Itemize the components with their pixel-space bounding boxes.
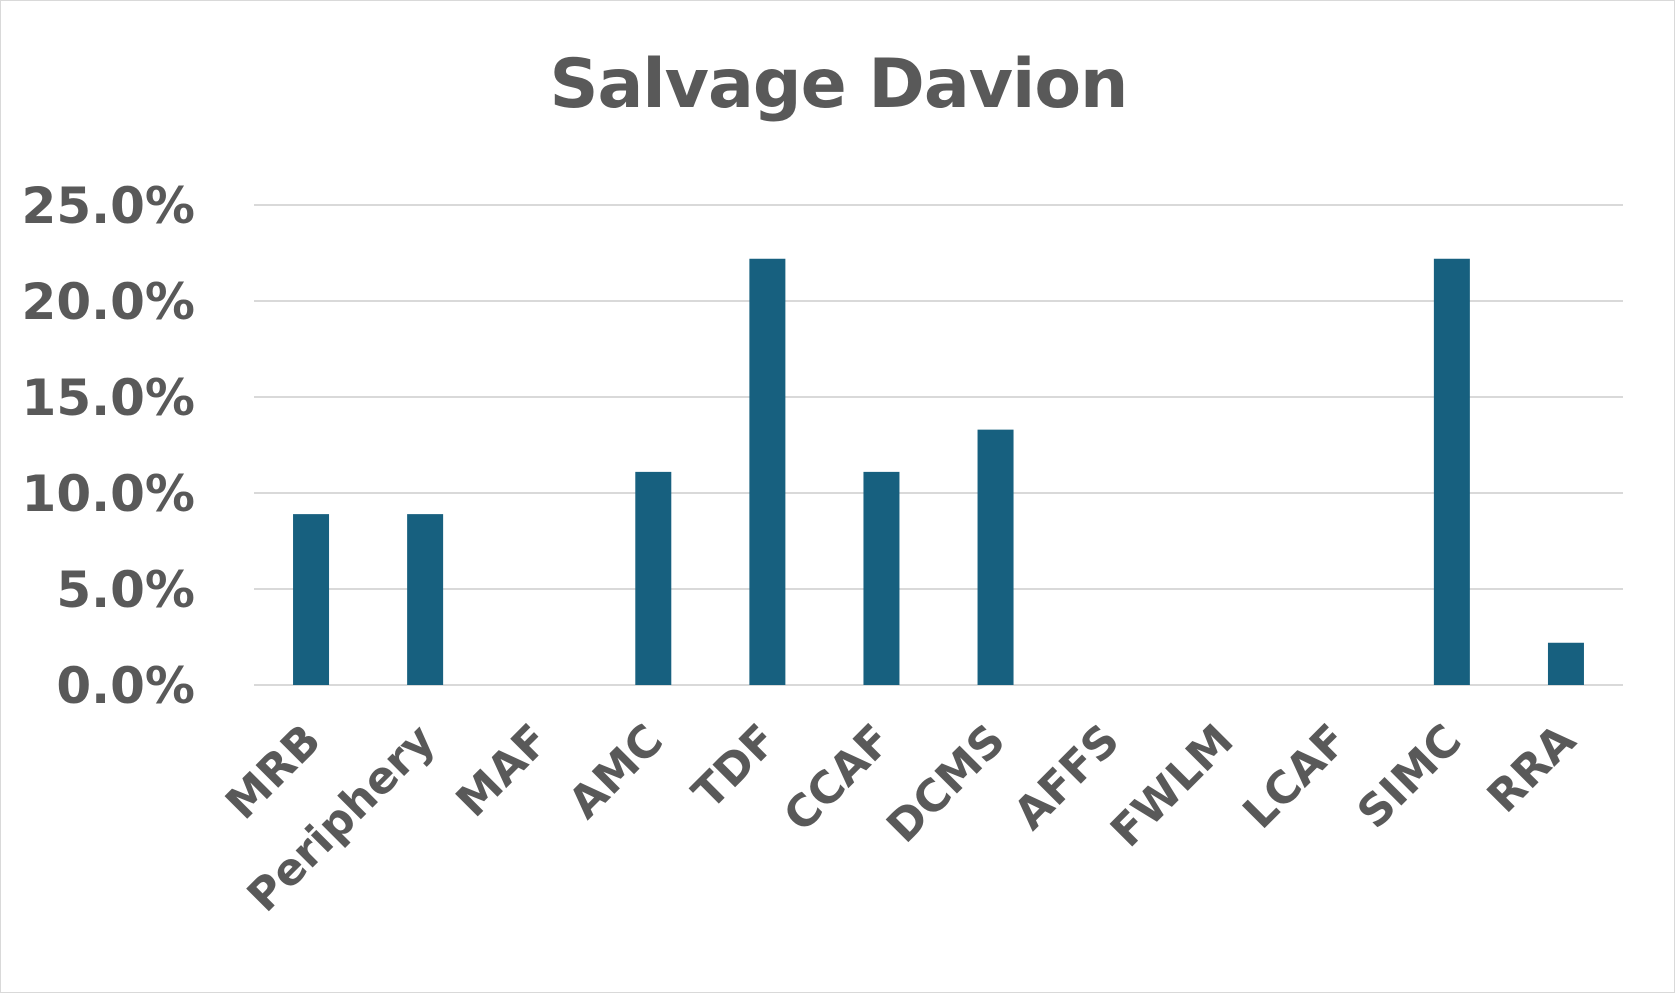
bar-tdf [749,258,786,685]
y-tick-label: 20.0% [22,273,195,331]
chart-title: Salvage Davion [549,45,1129,124]
y-axis-ticks: 0.0% 5.0% 10.0% 15.0% 20.0% 25.0% [22,177,195,715]
y-tick-label: 0.0% [56,657,195,715]
x-tick-label-rra: RRA [1478,715,1586,823]
y-tick-label: 5.0% [56,561,195,619]
bar-amc [635,471,672,685]
bar-rra [1547,642,1584,685]
y-tick-label: 15.0% [22,369,195,427]
gridlines [254,204,1623,686]
x-tick-label-amc: AMC [559,715,673,829]
bar-periphery [407,514,444,685]
x-tick-label-fwlm: FWLM [1101,715,1243,857]
x-tick-label-dcms: DCMS [877,715,1015,853]
bars [293,258,1584,685]
y-tick-label: 10.0% [22,465,195,523]
bar-simc [1433,258,1470,685]
bar-dcms [977,429,1014,685]
x-tick-label-maf: MAF [447,715,559,827]
x-tick-label-simc: SIMC [1348,715,1472,839]
y-tick-label: 25.0% [22,177,195,235]
bar-ccaf [863,471,900,685]
x-tick-label-lcaf: LCAF [1234,715,1358,839]
x-tick-label-tdf: TDF [683,715,787,819]
bar-mrb [293,514,330,685]
